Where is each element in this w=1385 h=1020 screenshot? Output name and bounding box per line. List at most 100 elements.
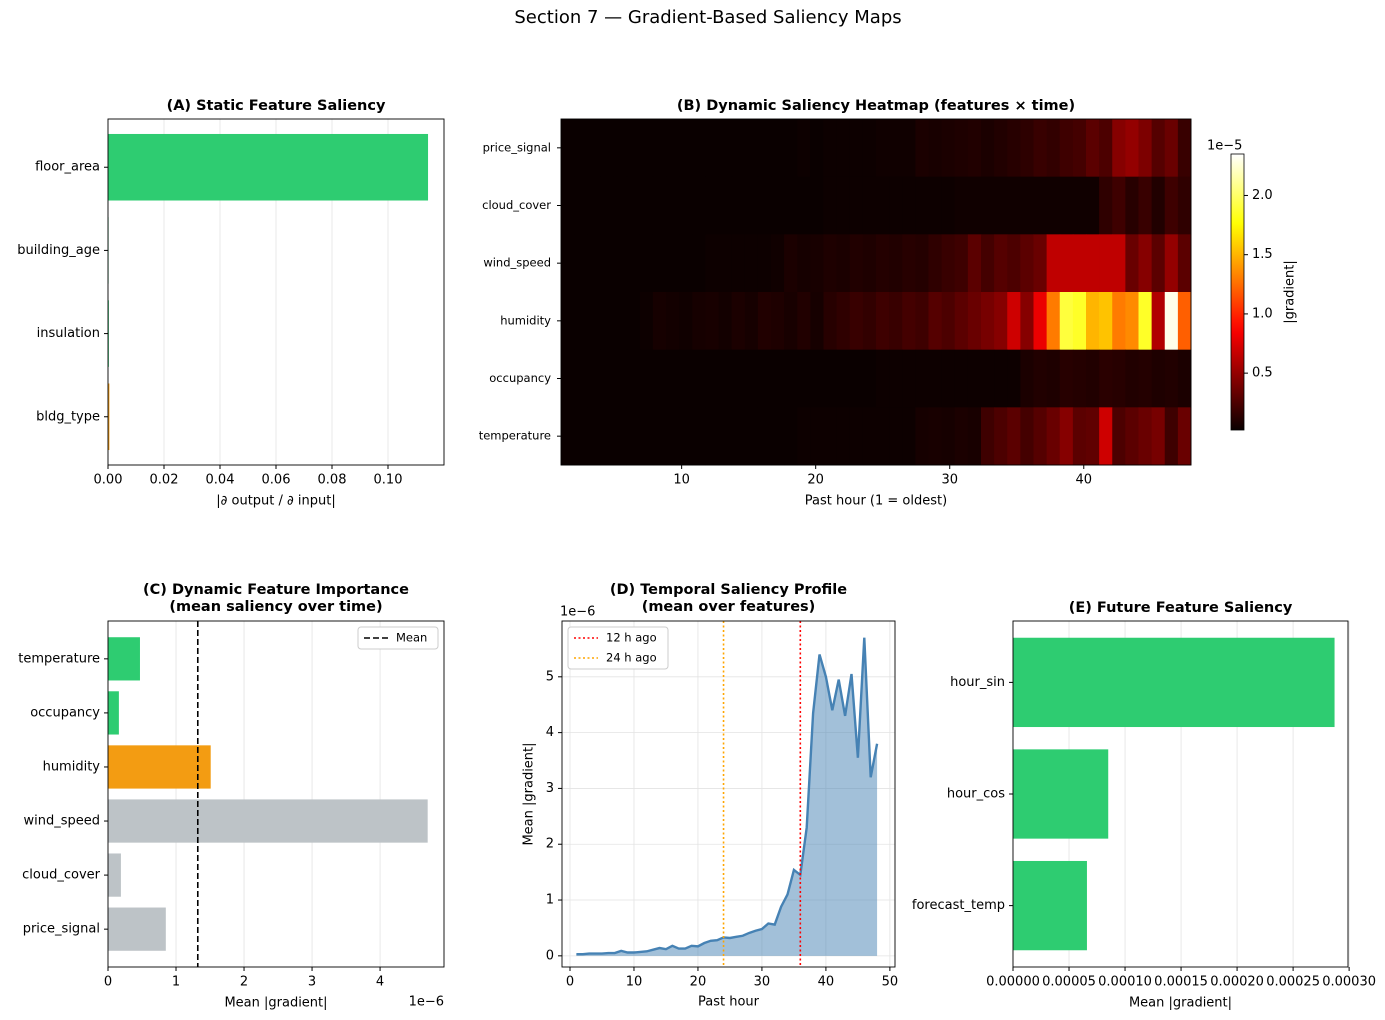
line [576,637,879,956]
heat-cell [876,407,890,466]
heat-cell [954,349,969,408]
heat-cell [1138,119,1153,178]
heat-cell [744,119,759,178]
x-tick-label: 0 [104,975,112,990]
heat-cell [574,176,588,235]
heat-cell [692,349,706,408]
heat-cell [889,407,903,466]
heat-cell [876,119,890,178]
heat-cell [889,292,903,351]
heat-cell [1125,349,1139,408]
heat-cell [1099,292,1113,351]
heat-cell [666,407,680,466]
axes-frame [560,118,1192,466]
axes-frame [107,118,445,466]
heat-cell [1112,292,1126,351]
y-tick-label: humidity [43,759,101,774]
heat-cell [613,176,628,235]
heat-cell [587,234,601,293]
heat-cell [652,407,667,466]
heat-cell [561,407,575,466]
heat-cell [1151,234,1166,293]
heat-cell [810,349,824,408]
heat-cell [981,407,995,466]
heat-cell [928,119,943,178]
heat-cell [744,407,759,466]
heat-cell [1164,407,1179,466]
x-tick-label: 3 [308,975,316,990]
legend-label: Mean [396,631,427,645]
axes-frame [107,620,445,968]
heat-cell [679,176,693,235]
heat-cell [679,292,693,351]
heat-cell [626,119,641,178]
heat-cell [587,119,601,178]
heat-cell [1072,176,1087,235]
heat-cell [731,292,746,351]
heat-cell [981,234,995,293]
heat-cell [941,119,956,178]
heat-cell [823,349,838,408]
heat-cell [1020,176,1034,235]
heat-cell [613,119,628,178]
heat-cell [1164,234,1179,293]
heat-cell [849,176,864,235]
heat-cell [954,119,969,178]
x-tick-label: 0.10 [374,473,403,488]
heat-cell [613,234,628,293]
heat-cell [876,176,890,235]
heat-cell [836,119,851,178]
heat-cell [1033,349,1048,408]
heat-cell [1125,176,1139,235]
heat-cell [1046,119,1061,178]
legend-box [357,626,439,650]
heat-cell [862,407,877,466]
heat-cell [836,407,851,466]
panel-title: (E) Future Feature Saliency [1069,600,1293,616]
heat-cell [1059,234,1074,293]
heat-cell [1007,119,1021,178]
heat-cell [626,407,641,466]
heat-cell [797,119,811,178]
heat-cell [626,349,641,408]
heat-cell [692,234,706,293]
heat-cell [1086,349,1100,408]
heat-cell [876,292,890,351]
heat-cell [692,176,706,235]
legend-label: 24 h ago [606,651,657,665]
heat-cell [784,349,798,408]
heat-cell [915,349,929,408]
heat-cell [613,407,628,466]
panel-title: (D) Temporal Saliency Profile [610,582,847,598]
heat-cell [561,292,575,351]
heat-cell [1164,292,1179,351]
x-tick-label: 0.02 [150,473,179,488]
heat-cell [902,407,916,466]
heat-cell [666,349,680,408]
heat-cell [626,292,641,351]
heat-cell [876,234,890,293]
heat-cell [1177,234,1192,293]
x-axis-label: Mean |gradient| [1129,996,1232,1011]
heat-cell [889,234,903,293]
heat-cell [587,407,601,466]
axes-frame [561,620,896,968]
heat-cell [981,176,995,235]
heat-cell [1059,119,1074,178]
x-tick-label: 0.00 [94,473,123,488]
y-tick-label: price_signal [483,140,551,154]
heat-cell [1046,234,1061,293]
heat-cell [797,234,811,293]
heat-cell [1151,292,1166,351]
heat-cell [928,349,943,408]
heat-cell [1007,292,1021,351]
heat-cell [994,292,1008,351]
bar [108,691,119,735]
bar [108,383,110,451]
heat-cell [810,292,824,351]
y-tick-label: 2 [546,837,554,852]
heat-cell [967,349,982,408]
heat-cell [718,119,733,178]
bar [1013,637,1335,728]
